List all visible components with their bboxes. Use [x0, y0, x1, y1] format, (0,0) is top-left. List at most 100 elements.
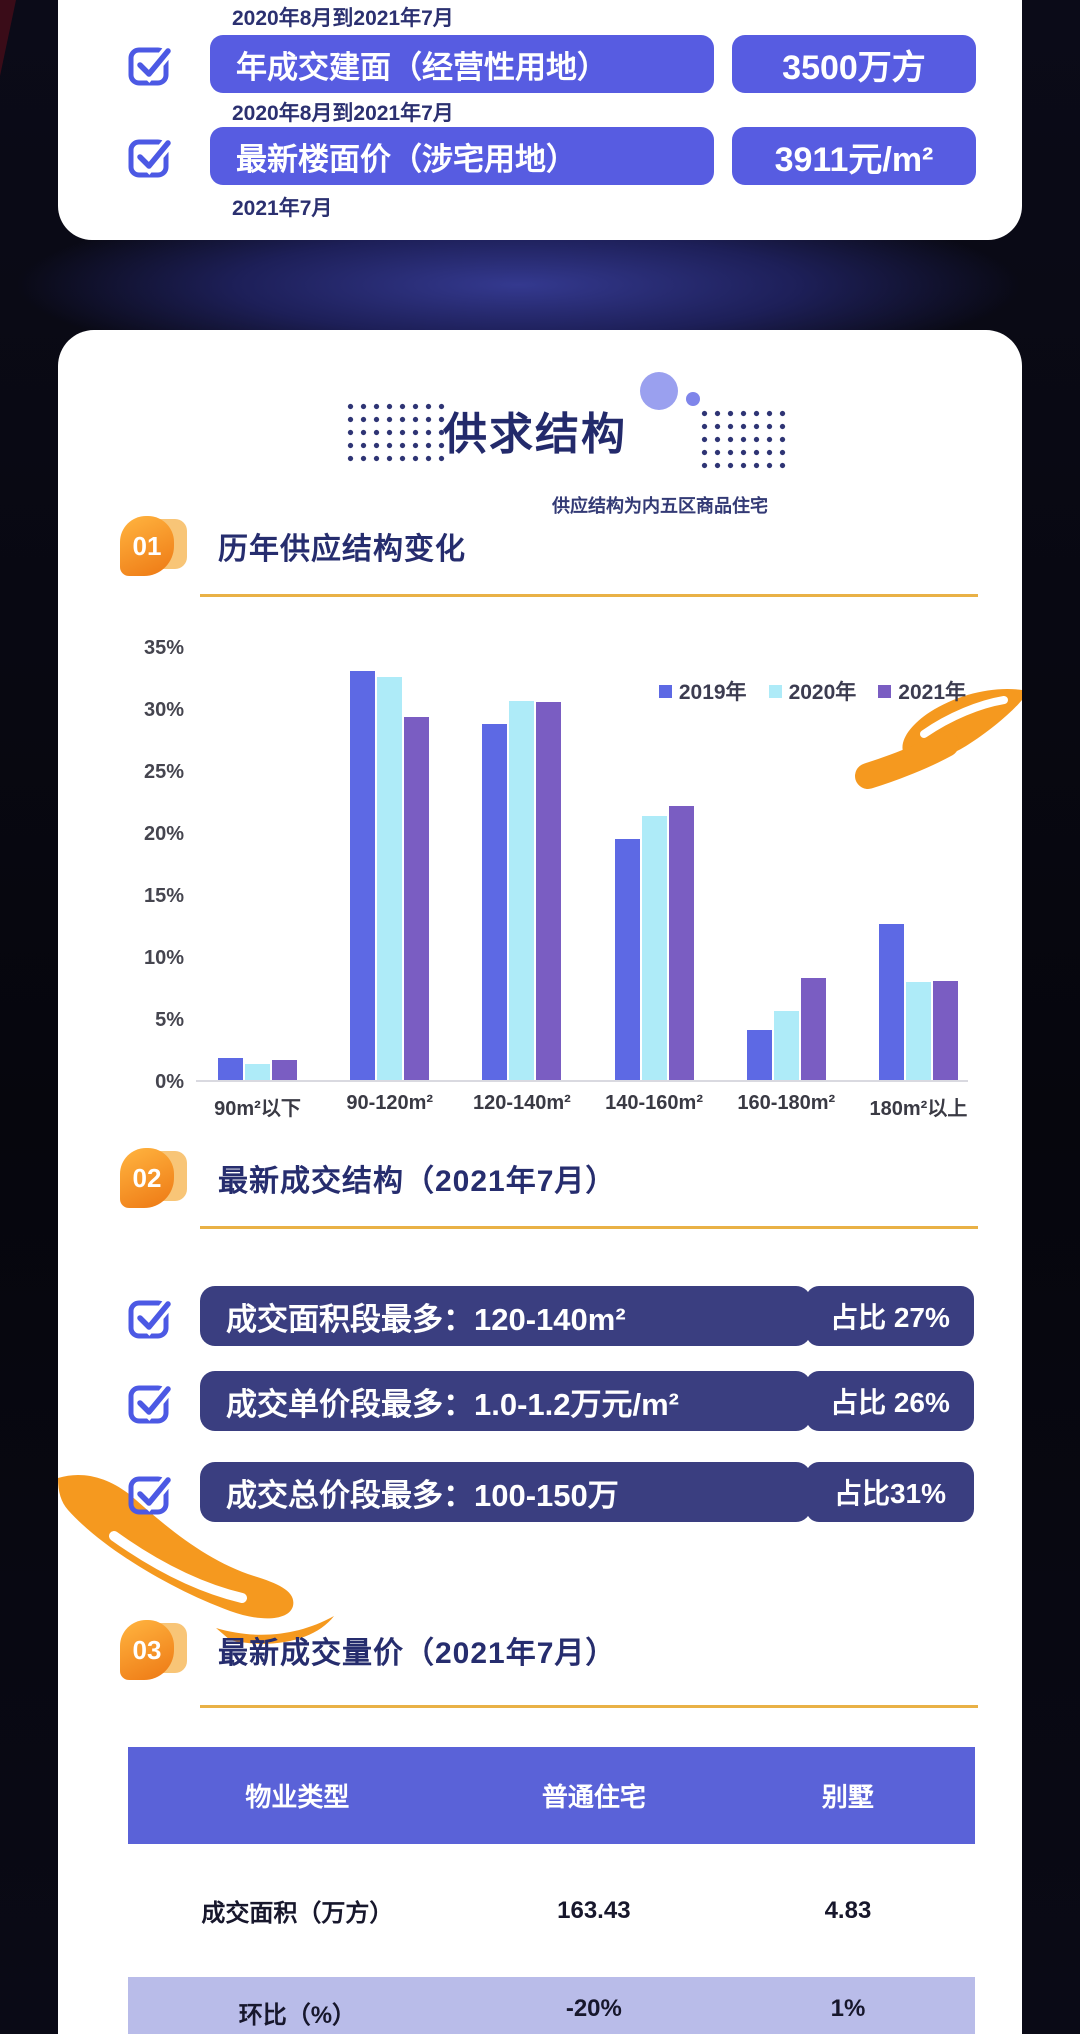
bar-2019年-120-140m² [482, 724, 508, 1080]
metric-label-pill: 最新楼面价（涉宅用地） [210, 127, 714, 185]
circle-decoration-large [640, 372, 678, 410]
circle-decoration-small [686, 392, 700, 406]
bar-2021年-180m²以上 [932, 980, 958, 1080]
table-row: 成交面积（万方） 163.43 4.83 [128, 1844, 975, 1977]
legend-entry: 2021年 [878, 676, 966, 706]
table-header-cell: 别墅 [821, 1782, 874, 1812]
chart-y-axis: 35% 30% 25% 20% 15% 10% 5% 0% [128, 635, 184, 1095]
y-axis-tick: 30% [143, 699, 184, 721]
bar-2020年-180m²以上 [905, 982, 931, 1080]
table-cell: 163.43 [557, 1896, 631, 1924]
x-axis-label: 90-120m² [346, 1092, 434, 1114]
bar-2021年-90m²以下 [272, 1060, 297, 1080]
dot-grid-decoration-left [344, 400, 445, 463]
table-header-cell: 普通住宅 [541, 1782, 646, 1812]
bar-group: 180m²以上 [870, 648, 967, 1120]
metric-value-pill: 3911元/m² [732, 127, 976, 185]
chart-footnote: 供应结构为内五区商品住宅 [552, 496, 768, 516]
legend-swatch [878, 684, 892, 698]
y-axis-tick: 35% [143, 637, 184, 659]
bar-2021年-160-180m² [800, 978, 826, 1080]
x-axis-label: 160-180m² [737, 1092, 836, 1114]
x-axis-label: 140-160m² [605, 1092, 703, 1114]
volume-price-table: 物业类型 普通住宅 别墅 成交面积（万方） 163.43 4.83 环比（%） … [128, 1747, 975, 2034]
bar-2020年-90-120m² [377, 677, 403, 1080]
table-cell: 环比（%） [238, 2002, 357, 2029]
table-cell: -20% [565, 1995, 622, 2022]
y-axis-tick: 20% [143, 823, 184, 845]
bar-2020年-90m²以下 [245, 1063, 270, 1080]
checkbox-icon [128, 137, 174, 178]
bar-2020年-160-180m² [773, 1010, 799, 1080]
legend-label: 2019年 [678, 681, 747, 704]
bar-2020年-120-140m² [509, 700, 535, 1080]
bar-group: 90-120m² [346, 648, 433, 1114]
bar-2019年-90m²以下 [218, 1057, 243, 1080]
y-axis-tick: 25% [143, 761, 184, 783]
legend-label: 2021年 [898, 681, 966, 704]
y-axis-tick: 5% [155, 1009, 184, 1031]
metric-label-pill: 年成交建面（经营性用地） [210, 35, 714, 93]
legend-swatch [658, 684, 672, 698]
stat-share-pill: 占比31% [806, 1462, 974, 1522]
legend-entry: 2019年 [658, 676, 747, 706]
bar-2021年-140-160m² [668, 805, 694, 1080]
table-row: 环比（%） -20% 1% [128, 1977, 975, 2034]
x-axis-label: 90m²以下 [214, 1098, 301, 1120]
checkbox-icon [128, 1383, 174, 1424]
bar-group: 120-140m² [473, 648, 571, 1114]
orange-swoosh-decoration-left [58, 1474, 334, 1644]
legend-entry: 2020年 [768, 676, 857, 706]
top-left-red-accent [0, 0, 16, 76]
chart-legend: 2019年 2020年 2021年 [658, 676, 966, 706]
bar-2020年-140-160m² [641, 815, 667, 1080]
date-caption: 2021年7月 [232, 197, 333, 220]
bar-2021年-90-120m² [404, 716, 430, 1080]
stat-label-pill: 成交总价段最多：100-150万 [200, 1462, 811, 1522]
section-underline [200, 1705, 978, 1708]
section-heading: 最新成交结构（2021年7月） [218, 1165, 617, 1198]
bar-group: 90m²以下 [214, 648, 301, 1120]
section-underline [200, 1226, 978, 1229]
table-header-row: 物业类型 普通住宅 别墅 [128, 1747, 975, 1844]
section-heading: 历年供应结构变化 [218, 533, 466, 566]
bar-2019年-160-180m² [746, 1030, 772, 1080]
orange-swoosh-decoration-right [855, 688, 1022, 789]
legend-label: 2020年 [788, 681, 857, 704]
stat-label-pill: 成交单价段最多：1.0-1.2万元/m² [200, 1371, 811, 1431]
supply-structure-chart: 35% 30% 25% 20% 15% 10% 5% 0% 2019年 2020年 2021年 9… [128, 635, 976, 1120]
bar-2019年-140-160m² [614, 839, 640, 1080]
stat-share-pill: 占比 27% [806, 1286, 974, 1346]
x-axis-label: 120-140m² [472, 1092, 571, 1114]
dot-grid-decoration-right [698, 407, 786, 470]
bar-group: 140-160m² [605, 648, 703, 1114]
table-cell: 4.83 [824, 1896, 872, 1924]
y-axis-tick: 0% [155, 1071, 184, 1093]
bar-2019年-180m²以上 [878, 923, 904, 1080]
y-axis-tick: 15% [143, 885, 184, 907]
checkbox-icon [128, 1298, 174, 1339]
bar-2021年-120-140m² [536, 701, 562, 1080]
legend-swatch [768, 684, 782, 698]
table-cell: 1% [830, 1995, 866, 2022]
bar-2019年-90-120m² [350, 670, 376, 1080]
date-caption: 2020年8月到2021年7月 [232, 7, 454, 30]
background-glow-band [0, 222, 1080, 348]
section-underline [200, 594, 978, 597]
chart-plot: 2019年 2020年 2021年 90m²以下 90-120m² 120-140m² 1… [196, 648, 968, 1120]
x-axis-label: 180m²以上 [869, 1098, 968, 1120]
section-number-badge: 03 [120, 1620, 187, 1680]
checkbox-icon [128, 45, 174, 86]
section-number-badge: 01 [120, 516, 187, 576]
table-cell: 成交面积（万方） [201, 1900, 394, 1927]
metric-value-pill: 3500万方 [732, 35, 976, 93]
table-header-cell: 物业类型 [245, 1782, 350, 1812]
stat-label-pill: 成交面积段最多：120-140m² [200, 1286, 811, 1346]
page-title: 供求结构 [443, 410, 627, 459]
date-caption: 2020年8月到2021年7月 [232, 102, 454, 125]
stat-share-pill: 占比 26% [806, 1371, 974, 1431]
bar-group: 160-180m² [737, 648, 835, 1114]
checkbox-icon [128, 1474, 174, 1515]
section-heading: 最新成交量价（2021年7月） [218, 1637, 617, 1670]
